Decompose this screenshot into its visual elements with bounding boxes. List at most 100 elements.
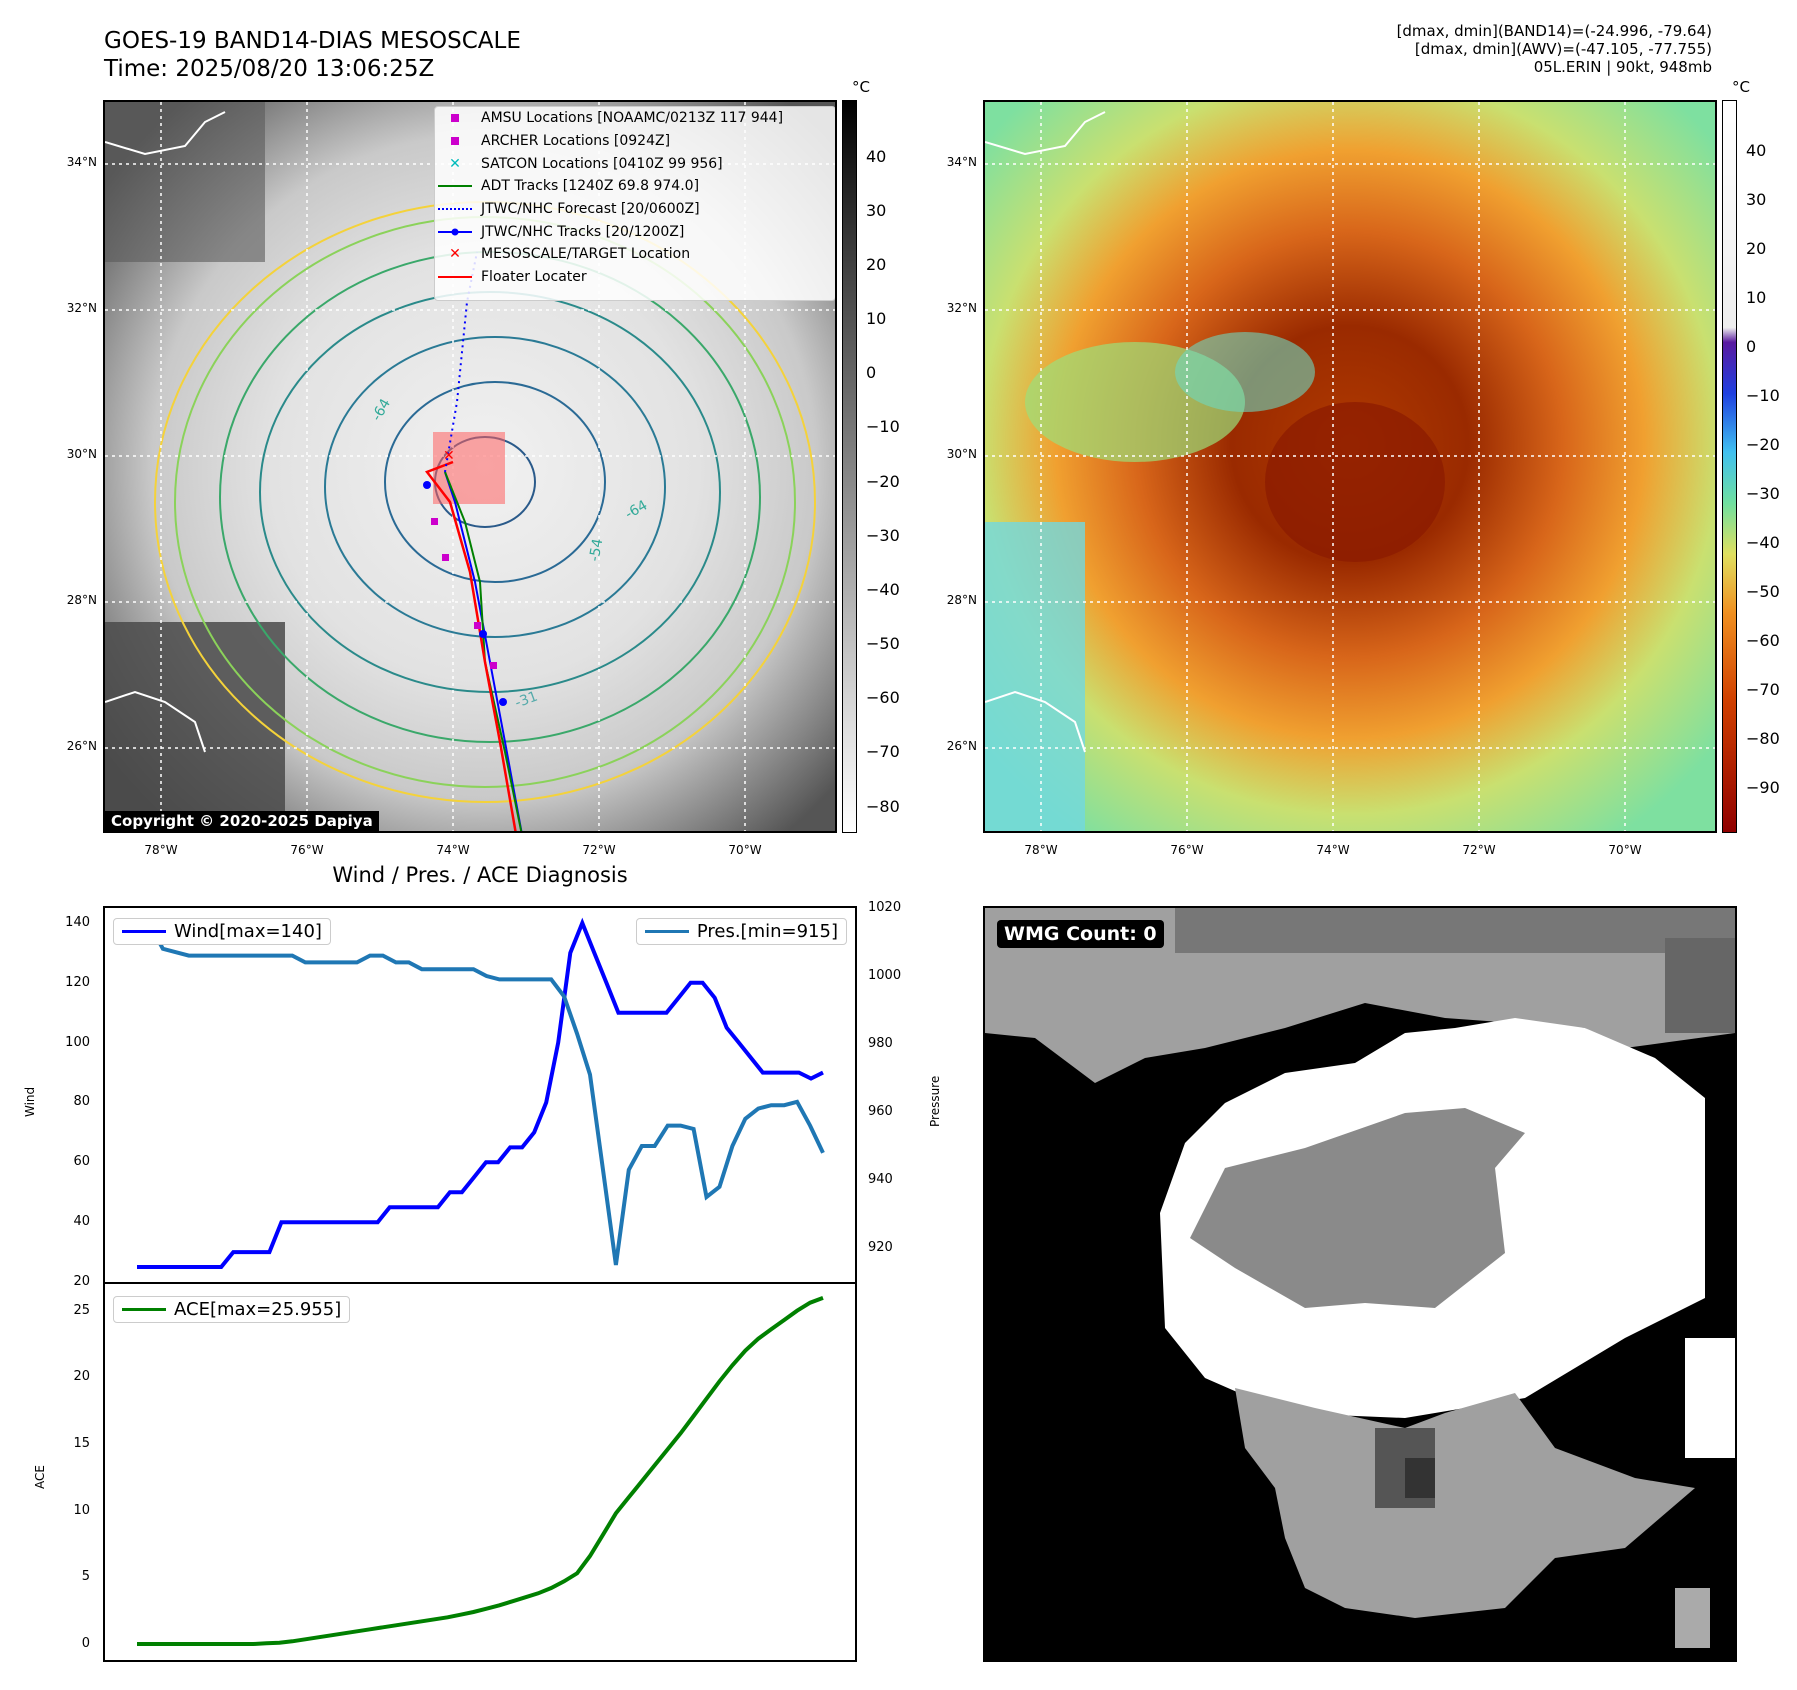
pressure-y-tick: 980 [868,1036,893,1051]
colorbar-tick: 0 [866,363,877,382]
colorbar-tick: 40 [866,147,887,166]
colorbar-tick: −20 [1746,435,1780,454]
map-legend: AMSU Locations [NOAAMC/0213Z 117 944] AR… [434,106,835,301]
ace-plot: ACE[max=25.955] [103,1282,857,1662]
ace-y-tick: 10 [73,1502,90,1518]
legend-item: Floater Locater [435,266,835,289]
pressure-legend-swatch [644,930,689,933]
wind-legend-swatch [122,930,166,933]
lat-label: 28°N [66,593,97,607]
colorbar-tick: −30 [866,526,900,545]
lon-label: 74°W [1316,843,1350,857]
ace-axis-label: ACE [33,1465,47,1489]
left-map-panel: ✕ -31 -64 -64 -54 AMSU Locations [NOAAMC… [103,100,837,833]
pressure-y-tick: 1020 [868,900,902,915]
pressure-legend-label: Pres.[min=915] [696,921,838,942]
colorbar-tick: −40 [866,580,900,599]
pressure-y-tick: 920 [868,1240,893,1255]
info-line-2: [dmax, dmin](AWV)=(-47.105, -77.755) [1414,40,1712,58]
ace-y-tick: 25 [73,1302,90,1318]
colorbar-tick: 40 [1746,141,1767,160]
wind-legend-label: Wind[max=140] [174,921,322,942]
lon-label: 70°W [1608,843,1642,857]
lat-label: 32°N [66,301,97,315]
pressure-axis-label: Pressure [928,1075,942,1127]
colorbar-tick: 20 [866,255,887,274]
chart-title-line1: GOES-19 BAND14-DIAS MESOSCALE [104,28,521,54]
colorbar-tick: 10 [1746,288,1767,307]
legend-item: AMSU Locations [NOAAMC/0213Z 117 944] [435,107,835,130]
copyright-label: Copyright © 2020-2025 Dapiya [105,811,379,831]
right-map-image [985,102,1715,831]
lat-label: 28°N [946,593,977,607]
colorbar-tick: −80 [1746,729,1780,748]
lon-label: 76°W [290,843,324,857]
lon-label: 72°W [1462,843,1496,857]
lat-label: 30°N [946,447,977,461]
lon-label: 72°W [582,843,616,857]
ace-y-tick: 5 [81,1569,90,1585]
pressure-legend: Pres.[min=915] [635,918,847,945]
lon-label: 74°W [436,843,470,857]
colorbar-tick: −30 [1746,484,1780,503]
wind-legend: Wind[max=140] [113,918,331,945]
legend-item: ✕ MESOSCALE/TARGET Location [449,246,691,263]
colorbar-tick: −90 [1746,778,1780,797]
ace-y-tick: 15 [73,1436,90,1451]
wind-y-tick: 80 [73,1094,90,1110]
lat-label: 32°N [946,301,977,315]
wmg-panel: WMG Count: 0 [983,906,1737,1662]
wind-axis-label: Wind [23,1086,37,1117]
colorbar-tick: −70 [866,742,900,761]
lat-label: 30°N [66,447,97,461]
colorbar-tick: −80 [866,797,900,816]
lat-label: 26°N [946,739,977,753]
right-colorbar [1722,100,1737,833]
left-colorbar-unit: °C [852,78,870,96]
chart-title-line2: Time: 2025/08/20 13:06:25Z [104,56,435,82]
diagnosis-title: Wind / Pres. / ACE Diagnosis [332,863,628,887]
colorbar-tick: 30 [1746,190,1767,209]
wind-y-tick: 40 [73,1214,90,1230]
colorbar-tick: −10 [1746,386,1780,405]
lon-label: 78°W [144,843,178,857]
info-block: [dmax, dmin](BAND14)=(-24.996, -79.64) [… [1112,22,1712,76]
lat-label: 34°N [946,155,977,169]
wmg-image [985,908,1735,1660]
colorbar-tick: −50 [1746,582,1780,601]
wmg-count-label: WMG Count: 0 [997,920,1164,948]
colorbar-tick: 20 [1746,239,1767,258]
colorbar-tick: −20 [866,472,900,491]
left-colorbar [842,100,857,833]
info-line-3: 05L.ERIN | 90kt, 948mb [1533,58,1712,76]
colorbar-tick: −40 [1746,533,1780,552]
pressure-y-tick: 960 [868,1104,893,1119]
ace-y-tick: 20 [73,1369,90,1385]
colorbar-tick: 30 [866,201,887,220]
colorbar-tick: −60 [866,688,900,707]
colorbar-tick: −50 [866,634,900,653]
wind-y-tick: 20 [73,1274,90,1289]
lon-label: 76°W [1170,843,1204,857]
lat-label: 34°N [66,155,97,169]
ace-legend-label: ACE[max=25.955] [174,1299,342,1320]
lat-label: 26°N [66,739,97,753]
pressure-y-tick: 940 [868,1172,893,1187]
wind-series-line [137,917,824,1269]
info-line-1: [dmax, dmin](BAND14)=(-24.996, -79.64) [1396,22,1712,40]
wind-y-tick: 140 [65,914,90,930]
ace-series-line [137,1296,824,1646]
ace-legend: ACE[max=25.955] [113,1296,351,1323]
legend-item: ADT Tracks [1240Z 69.8 974.0] [435,175,835,198]
colorbar-tick: −60 [1746,631,1780,650]
wind-pressure-svg [137,917,825,1269]
legend-item: JTWC/NHC Forecast [20/0600Z] [435,198,835,221]
lon-label: 78°W [1024,843,1058,857]
ace-y-tick: 0 [81,1636,90,1651]
legend-item: ARCHER Locations [0924Z] [435,130,835,153]
wind-y-tick: 120 [65,974,90,990]
ace-legend-swatch [122,1308,166,1311]
colorbar-tick: 10 [866,309,887,328]
wind-pressure-plot: Wind[max=140] Pres.[min=915] [103,906,857,1284]
legend-item: JTWC/NHC Tracks [20/1200Z] [435,220,835,243]
